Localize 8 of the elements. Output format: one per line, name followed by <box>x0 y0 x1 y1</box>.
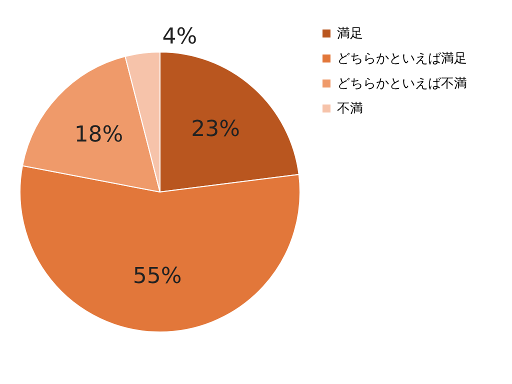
data-label: 55% <box>132 264 182 289</box>
legend-label: 不満 <box>337 102 363 116</box>
legend-label: 満足 <box>337 26 363 42</box>
legend-label: どちらかといえば不満 <box>337 76 467 92</box>
data-label: 23% <box>191 116 240 142</box>
data-label: 18% <box>74 122 124 148</box>
legend-label: どちらかといえば満足 <box>337 52 467 66</box>
data-label: 4% <box>162 24 198 50</box>
